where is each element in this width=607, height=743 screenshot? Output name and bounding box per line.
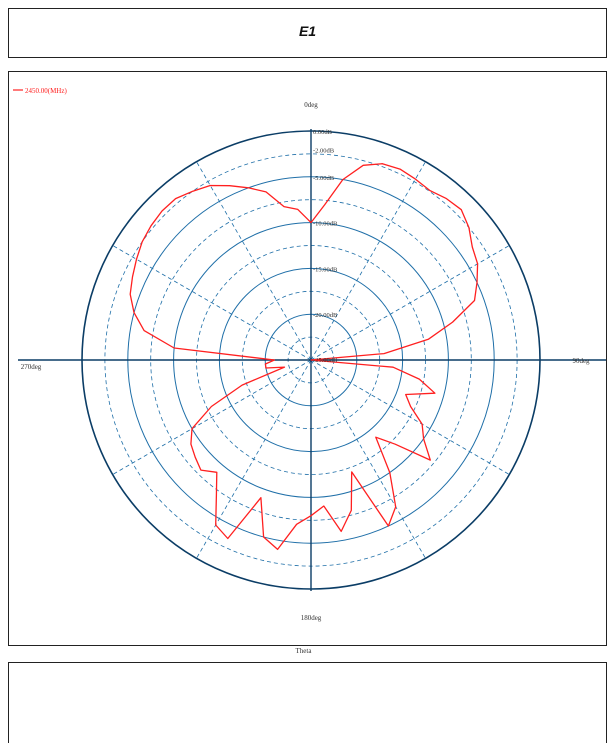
chart-panel: 2450.00(MHz) 0deg 90deg 180deg 270deg 0.00dB… <box>8 71 607 646</box>
angle-tick-label: 180deg <box>301 614 322 622</box>
grid-spoke <box>310 161 426 361</box>
grid-spoke <box>112 359 312 475</box>
radial-tick-label: -20.00dB <box>313 312 338 319</box>
x-axis-label: Theta <box>295 647 312 655</box>
radial-tick-label: -15.00dB <box>313 266 338 273</box>
footer-panel <box>8 662 607 743</box>
grid-spoke <box>310 359 426 559</box>
radial-tick-label: -5.00dB <box>313 175 335 182</box>
radial-tick-label: -2.00dB <box>313 147 335 154</box>
grid-spoke <box>196 161 312 361</box>
angle-tick-label: 90deg <box>572 357 590 365</box>
series-line <box>129 163 479 551</box>
radial-tick-label: -25.00dB <box>313 357 338 364</box>
polar-chart: 2450.00(MHz) 0deg 90deg 180deg 270deg 0.00dB… <box>13 87 606 622</box>
angle-tick-label: 0deg <box>304 101 318 109</box>
legend-label: 2450.00(MHz) <box>25 87 67 95</box>
title-panel: E1 <box>8 8 607 58</box>
grid-spoke <box>310 245 510 361</box>
radial-tick-label: -10.00dB <box>313 221 338 228</box>
chart-title: E1 <box>298 23 317 39</box>
angle-tick-label: 270deg <box>21 363 42 371</box>
grid-spoke <box>310 359 510 475</box>
radial-tick-label: 0.00dB <box>313 129 333 136</box>
grid-spoke <box>112 245 312 361</box>
